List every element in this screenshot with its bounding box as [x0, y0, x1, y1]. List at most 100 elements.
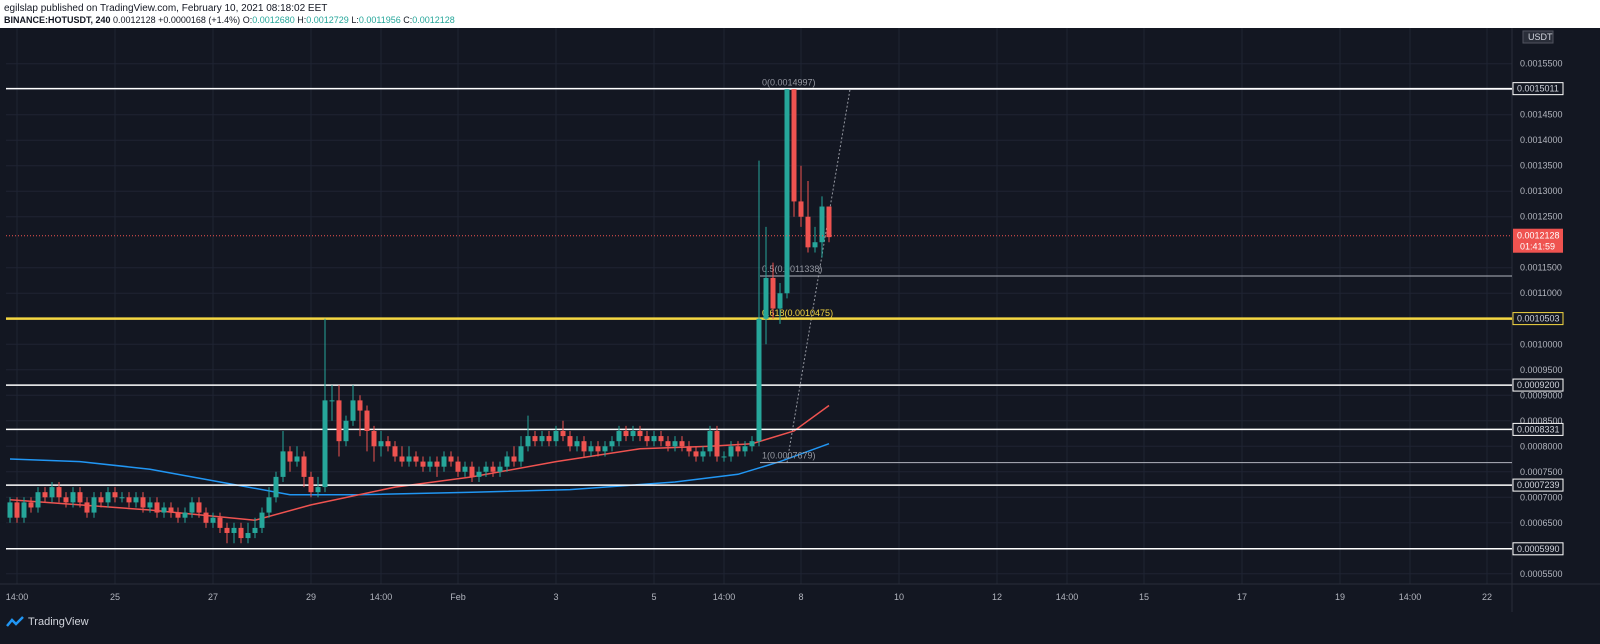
level-price-tag: [1512, 378, 1564, 392]
last-price-tag: [1513, 228, 1563, 253]
candle-body: [336, 400, 342, 442]
candle-body: [462, 466, 468, 472]
candle-body: [511, 456, 517, 462]
tradingview-logo[interactable]: TradingView: [6, 616, 89, 628]
candle-body: [609, 441, 615, 447]
time-axis-label: 14:00: [6, 592, 29, 602]
low-label: L:: [351, 15, 359, 25]
time-axis-label: 17: [1237, 592, 1247, 602]
price-scale-label: 0.0014000: [1520, 135, 1563, 145]
candle-body: [168, 507, 174, 513]
tradingview-logo-icon: [6, 616, 24, 627]
candle-body: [98, 497, 104, 503]
candle-body: [322, 400, 328, 488]
high-value: 0.0012729: [306, 15, 349, 25]
candle-body: [819, 206, 825, 243]
candle-body: [679, 441, 685, 447]
candle-body: [448, 456, 454, 462]
candle-body: [126, 497, 132, 503]
candle-body: [812, 242, 818, 248]
candle-body: [427, 461, 433, 467]
chart-header: egilslap published on TradingView.com, F…: [0, 0, 1600, 28]
candle-body: [357, 400, 363, 411]
candle-body: [273, 476, 279, 498]
candle-body: [560, 430, 566, 437]
price-scale-label: 0.0013000: [1520, 186, 1563, 196]
candle-body: [315, 487, 321, 493]
candle-body: [630, 430, 636, 437]
candle-body: [532, 436, 538, 442]
close-label: C:: [403, 15, 413, 25]
candle-body: [189, 502, 195, 513]
time-axis-label: 22: [1482, 592, 1492, 602]
candle-body: [259, 512, 265, 528]
candle-body: [42, 492, 48, 498]
time-axis-label: 14:00: [713, 592, 736, 602]
candle-body: [140, 497, 146, 508]
candle-body: [518, 446, 524, 462]
candle-body: [798, 201, 804, 217]
candle-body: [539, 436, 545, 442]
price-scale-label: 0.0011500: [1520, 263, 1562, 273]
last-price-tag-text: 0.0012128: [1517, 231, 1560, 241]
candle-body: [63, 497, 69, 503]
ohlc-line: BINANCE:HOTUSDT, 240 0.0012128 +0.000016…: [4, 15, 455, 25]
candle-body: [490, 466, 496, 472]
candle-body: [70, 492, 76, 503]
candle-body: [210, 517, 216, 523]
moving-average-slow: [9, 442, 830, 496]
candle-body: [196, 502, 202, 513]
candle-body: [805, 216, 811, 248]
candle-body: [588, 446, 594, 452]
candle-body: [182, 512, 188, 518]
level-price-tag-text: 0.0005990: [1517, 544, 1560, 554]
time-axis-label: 12: [992, 592, 1002, 602]
candle-body: [231, 527, 237, 533]
time-axis-label: 10: [894, 592, 904, 602]
candle-body: [770, 277, 776, 309]
candle-body: [581, 441, 587, 452]
high-label: H:: [297, 15, 307, 25]
price-scale-label: 0.0014500: [1520, 110, 1563, 120]
candle-body: [637, 430, 643, 437]
candle-body: [56, 487, 62, 498]
candle-body: [371, 430, 377, 447]
price-chart[interactable]: 0(0.0014997) 0.5(0.0011338) 0.618(0.001047…: [0, 28, 1600, 612]
candle-body: [441, 456, 447, 467]
candle-body: [826, 206, 832, 238]
candle-body: [763, 277, 769, 319]
candle-body: [133, 497, 139, 503]
candle-body: [413, 456, 419, 462]
candle-body: [693, 451, 699, 457]
candle-body: [497, 466, 503, 472]
price-scale-label: 0.0008000: [1520, 441, 1563, 451]
candle-body: [119, 497, 125, 499]
candle-body: [294, 456, 300, 462]
candle-body: [602, 446, 608, 452]
candle-body: [434, 461, 440, 467]
candle-body: [301, 456, 307, 477]
price-scale-label: 0.0010000: [1520, 339, 1563, 349]
candle-body: [77, 492, 83, 503]
close-value: 0.0012128: [412, 15, 455, 25]
candle-body: [392, 446, 398, 457]
candle-body: [686, 446, 692, 452]
change-value: +0.0000168 (+1.4%): [158, 15, 241, 25]
open-label: O:: [242, 15, 253, 25]
chart-footer: TradingView: [0, 612, 1600, 644]
candle-body: [658, 436, 664, 442]
candle-body: [672, 441, 678, 447]
candle-body: [665, 441, 671, 447]
fib-level-label: 0(0.0014997): [762, 77, 816, 87]
candle-body: [35, 492, 41, 508]
level-price-tag-text: 0.0015011: [1517, 84, 1559, 94]
level-price-tag: [1512, 478, 1564, 492]
candle-body: [91, 497, 97, 513]
candle-body: [651, 436, 657, 442]
candle-body: [476, 471, 482, 477]
candle-body: [525, 436, 531, 447]
level-price-tag: [1512, 82, 1564, 96]
chart-background: [0, 28, 1600, 612]
time-axis-label: 3: [553, 592, 558, 602]
currency-badge: [1522, 30, 1554, 44]
